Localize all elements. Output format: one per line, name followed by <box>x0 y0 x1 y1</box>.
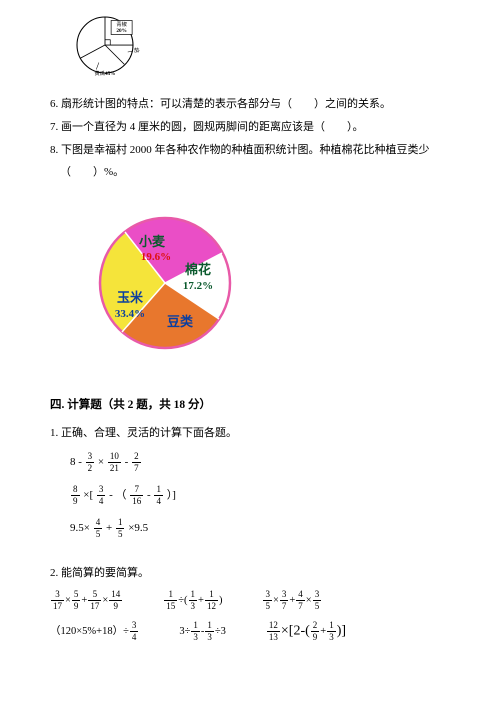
subquestion-2: 2. 能简算的要简算。 <box>50 564 450 580</box>
pie-label: 玉米 <box>117 290 144 305</box>
subquestion-1: 1. 正确、合理、灵活的计算下面各题。 <box>50 424 450 440</box>
question-7: 7. 画一个直径为 4 厘米的圆，圆规两脚间的距离应该是（ ）。 <box>50 118 450 138</box>
small-pie-chart: 青椒 20% 茄子 黄瓜45% <box>70 10 140 80</box>
section-4-title: 四. 计算题（共 2 题，共 18 分） <box>50 396 450 412</box>
pie-label: 茄子 <box>134 46 140 54</box>
pie-label: 棉花 <box>185 262 211 277</box>
pie-pct: 20% <box>116 28 127 34</box>
calc-row: 317×59+517×149 115÷(13+112) 35×37+47×35 <box>50 590 450 611</box>
calc-expr: 8 - 32 × 1021 - 27 <box>70 452 450 473</box>
pie-label: 豆类 <box>167 314 194 329</box>
pie-label: 青椒 <box>116 20 127 28</box>
calc-expr: 9.5× 45 + 15 ×9.5 <box>70 518 450 539</box>
question-8: 8. 下图是幸福村 2000 年各种农作物的种植面积统计图。种植棉花比种植豆类少 <box>50 141 450 161</box>
pie-label: 小麦 <box>139 234 166 249</box>
calc-expr: 89 ×[ 34 - （ 716 - 14 ）] <box>70 485 450 506</box>
pie-label: 黄瓜45% <box>95 69 116 77</box>
pie-pct: 33.4% <box>115 308 145 320</box>
calc-row: （120×5%+18）÷34 3÷13-13÷3 1213×[2-(29+13)… <box>50 621 450 642</box>
pie-pct: 19.6% <box>141 251 171 263</box>
large-pie-chart: 棉花 17.2% 豆类 玉米 33.4% 小麦 19.6% <box>80 198 250 371</box>
question-8-blank: （ ）%。 <box>60 163 450 183</box>
question-6: 6. 扇形统计图的特点：可以清楚的表示各部分与（ ）之间的关系。 <box>50 95 450 115</box>
pie-pct: 17.2% <box>183 280 213 292</box>
